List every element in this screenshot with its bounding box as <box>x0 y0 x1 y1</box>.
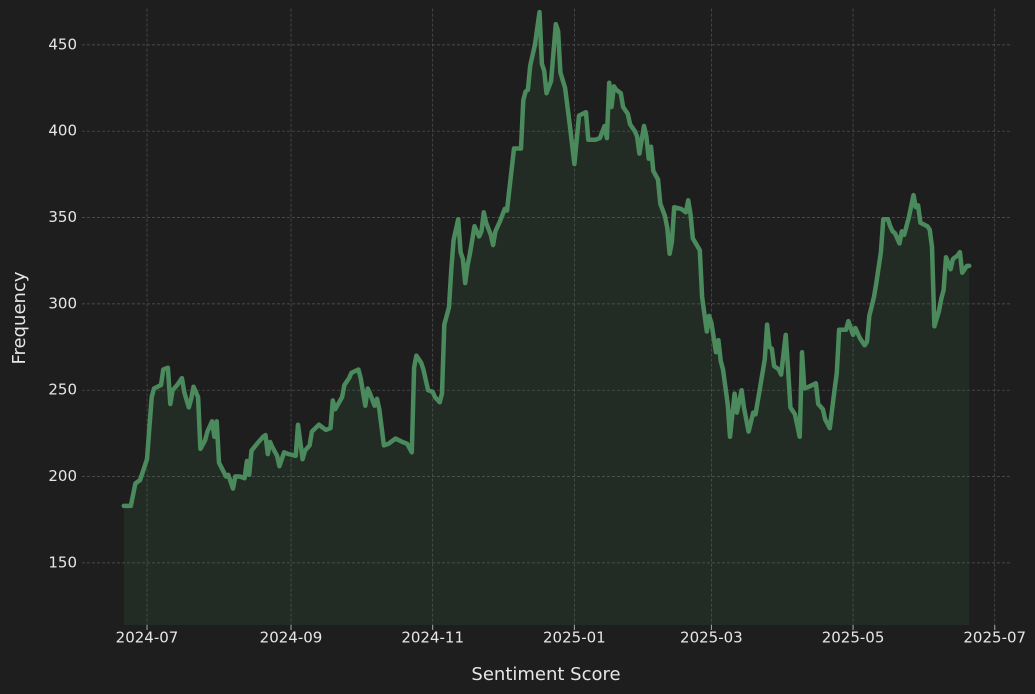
x-tick-label: 2025-05 <box>822 629 885 647</box>
area <box>123 12 970 626</box>
y-tick-label: 450 <box>48 35 77 53</box>
y-tick-label: 200 <box>48 467 77 485</box>
x-tick-label: 2024-11 <box>401 629 464 647</box>
line <box>121 9 972 509</box>
x-tick-label: 2024-09 <box>260 629 323 647</box>
x-tick-label: 2024-07 <box>116 629 179 647</box>
y-tick-label: 300 <box>48 294 77 312</box>
x-tick-label: 2025-01 <box>543 629 606 647</box>
x-axis-title: Sentiment Score <box>471 664 620 685</box>
y-tick-label: 350 <box>48 208 77 226</box>
x-tick-label: 2025-03 <box>680 629 743 647</box>
y-axis-title: Frequency <box>9 271 30 364</box>
x-tick-label: 2025-07 <box>963 629 1026 647</box>
y-tick-label: 400 <box>48 122 77 140</box>
y-tick-label: 150 <box>48 553 77 571</box>
y-tick-label: 250 <box>48 381 77 399</box>
